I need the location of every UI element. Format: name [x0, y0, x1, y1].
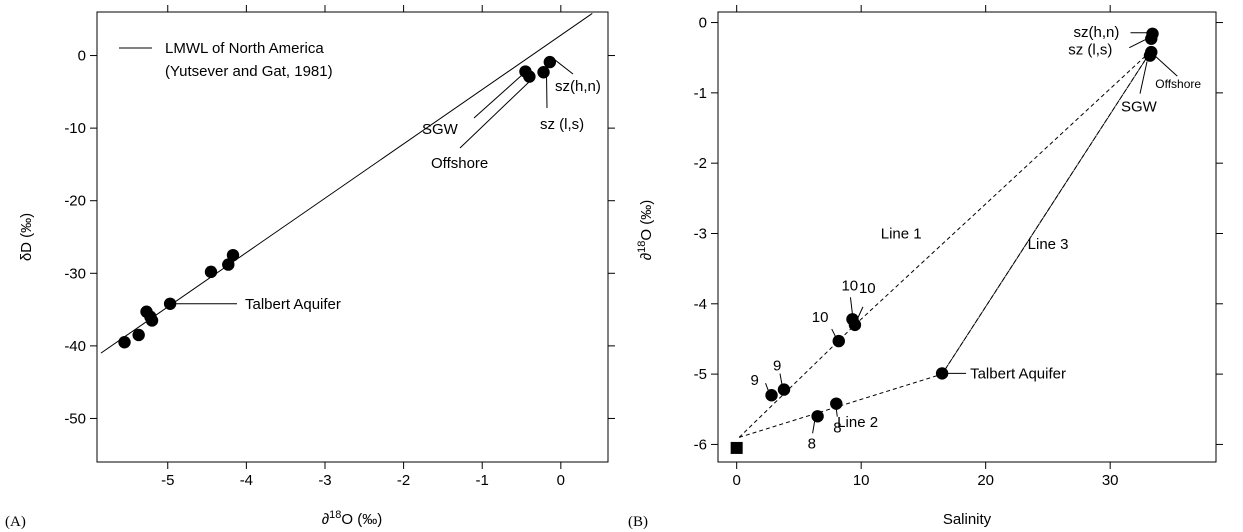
x-tick-label: 20: [977, 472, 994, 489]
annotation-label: 9: [773, 358, 781, 375]
plot-frame: [96, 11, 609, 463]
data-point: [145, 314, 159, 327]
annotation-label: 9: [751, 372, 759, 389]
annotation-label: SGW: [422, 121, 459, 138]
data-point: [777, 383, 791, 396]
data-point: [832, 334, 845, 348]
y-tick-label: -40: [64, 338, 86, 355]
mixing-line: [941, 50, 1152, 375]
leader-line: [765, 383, 770, 392]
data-point-square: [730, 441, 743, 454]
x-axis-label: ∂18O (‰): [322, 509, 383, 528]
annotation-label: 8: [833, 420, 841, 437]
annotation-label: sz(h,n): [1074, 24, 1120, 41]
leader-line: [553, 58, 574, 75]
x-tick-label: 0: [557, 472, 565, 489]
data-point: [848, 318, 862, 332]
data-point: [523, 70, 536, 83]
y-tick-label: -4: [694, 296, 707, 313]
y-tick-label: -50: [64, 410, 86, 427]
plot-frame: [717, 11, 1217, 463]
leader-line: [812, 421, 816, 434]
annotation-label: sz(h,n): [555, 78, 601, 95]
y-tick-label: -1: [694, 85, 707, 102]
annotation-label: sz (l,s): [1068, 42, 1112, 59]
leader-line: [779, 373, 783, 385]
annotation-label: 10: [812, 309, 829, 326]
data-point: [543, 55, 557, 69]
mixing-line: [738, 50, 1152, 438]
line-label: Line 2: [837, 414, 878, 431]
x-tick-label: 10: [853, 472, 870, 489]
annotation-label: 8: [808, 435, 816, 452]
data-point: [537, 66, 550, 79]
leader-line: [1129, 39, 1146, 49]
annotation-label: Offshore: [431, 155, 488, 172]
x-tick-label: -2: [397, 472, 410, 489]
legend-label: (Yutsever and Gat, 1981): [165, 63, 333, 80]
data-point: [163, 297, 177, 310]
annotation-label: Talbert Aquifer: [970, 365, 1066, 382]
data-point: [226, 248, 240, 262]
y-tick-label: -20: [64, 193, 86, 210]
y-tick-label: -6: [694, 436, 707, 453]
y-tick-label: -30: [64, 265, 86, 282]
data-point: [811, 410, 824, 423]
leader-line: [473, 75, 522, 119]
data-point: [204, 265, 218, 279]
leader-line: [831, 328, 837, 338]
x-tick-label: -3: [318, 472, 331, 489]
y-tick-label: -3: [694, 225, 707, 242]
data-point: [830, 397, 843, 410]
data-point: [1145, 45, 1158, 59]
leader-line: [849, 297, 853, 315]
leader-line: [856, 306, 864, 321]
annotation-label: 10: [841, 277, 858, 294]
annotation-label: Talbert Aquifer: [245, 296, 341, 313]
data-point: [765, 389, 778, 402]
legend-label: LMWL of North America: [165, 40, 324, 57]
data-point: [222, 258, 235, 271]
x-tick-label: 30: [1102, 472, 1119, 489]
annotation-label: sz (l,s): [540, 116, 584, 133]
line-label: Line 3: [1028, 236, 1069, 253]
annotation-label: Offshore: [1155, 77, 1201, 91]
data-point: [1146, 27, 1159, 40]
panel-label: (A): [5, 514, 26, 530]
x-axis-label: Salinity: [943, 511, 992, 528]
y-tick-label: -5: [694, 366, 707, 383]
x-tick-label: -4: [240, 472, 253, 489]
y-axis-label: ∂18O (‰): [636, 200, 655, 261]
leader-line: [1154, 55, 1178, 77]
x-tick-label: -5: [161, 472, 174, 489]
leader-line: [1139, 61, 1148, 94]
x-tick-label: 0: [733, 472, 741, 489]
data-point: [132, 328, 145, 342]
panel-label: (B): [628, 514, 648, 530]
y-tick-label: 0: [699, 15, 707, 32]
y-tick-label: 0: [78, 48, 86, 65]
leader-line: [835, 408, 838, 417]
annotation-label: 10: [859, 280, 876, 297]
lmwl-line: [100, 13, 593, 354]
mixing-line: [739, 50, 1152, 438]
leader-line: [459, 81, 530, 149]
data-point: [118, 336, 131, 349]
y-tick-label: -10: [64, 120, 86, 137]
x-tick-label: -1: [476, 472, 489, 489]
y-axis-label: δD (‰): [18, 213, 35, 261]
data-point: [935, 367, 949, 380]
line-label: Line 1: [881, 225, 922, 242]
y-tick-label: -2: [694, 155, 707, 172]
annotation-label: SGW: [1121, 99, 1158, 116]
